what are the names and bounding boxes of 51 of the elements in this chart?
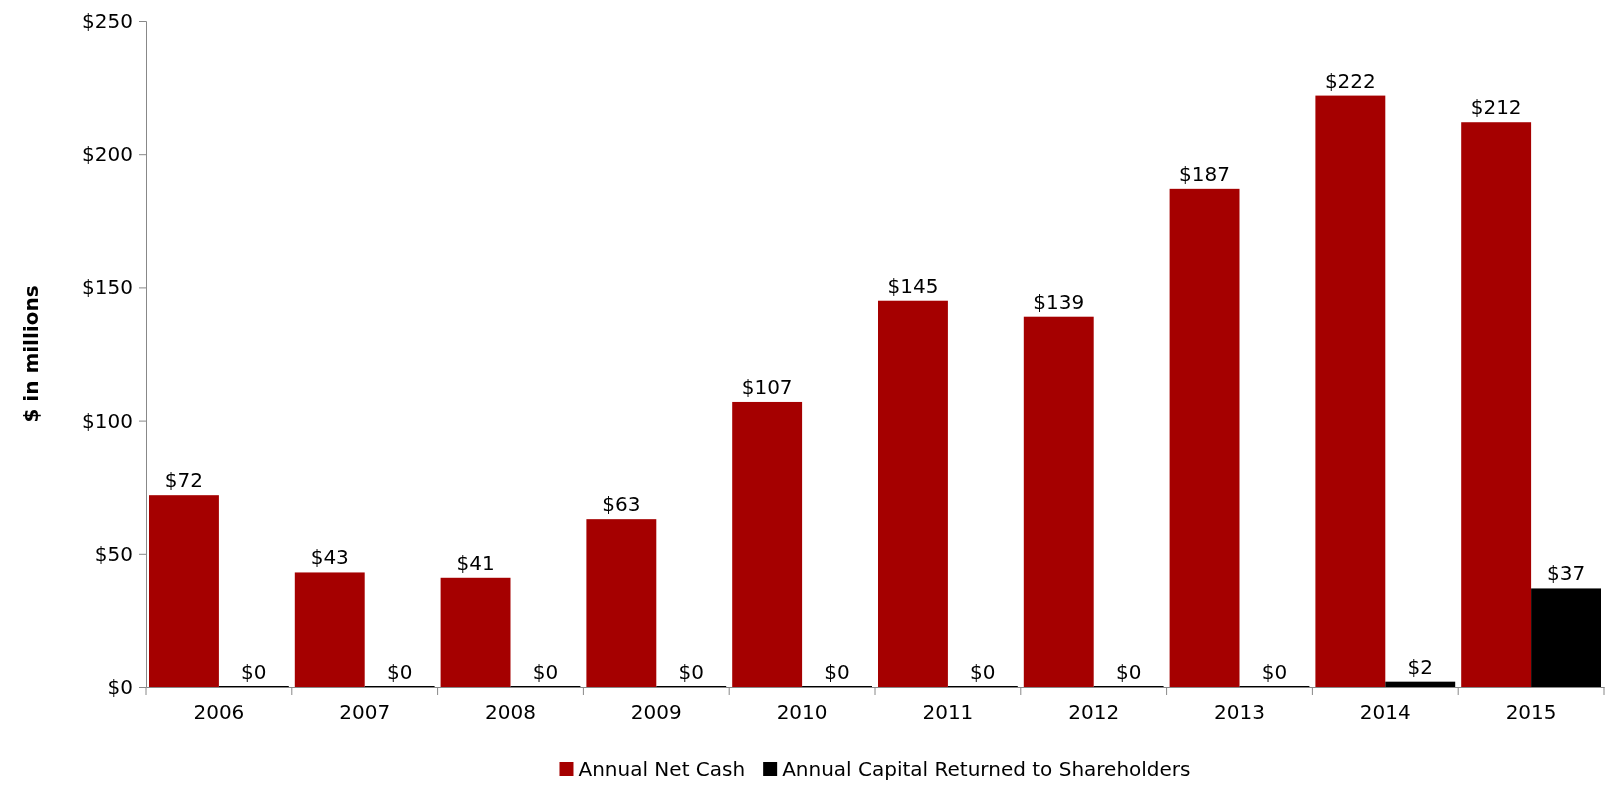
data-label: $0: [824, 660, 850, 684]
data-label: $41: [456, 550, 495, 575]
bar: [732, 401, 803, 687]
data-label: $222: [1324, 68, 1376, 93]
x-tick-label: 2014: [1359, 700, 1411, 725]
x-tick-label: 2011: [922, 700, 974, 725]
x-tick-label: 2013: [1214, 700, 1265, 725]
x-tick-label: 2006: [193, 700, 245, 725]
x-tick-label: 2015: [1505, 700, 1557, 725]
y-tick-label: $250: [82, 8, 133, 33]
data-label: $212: [1470, 95, 1522, 120]
bar: [1531, 588, 1601, 687]
bar: [1461, 122, 1532, 687]
data-label: $107: [741, 374, 793, 399]
bar: [586, 519, 657, 687]
legend-label: Annual Net Cash: [578, 757, 746, 781]
data-label: $0: [1261, 660, 1288, 684]
bar: [1023, 316, 1094, 687]
data-label: $0: [678, 660, 704, 684]
x-tick-label: 2007: [339, 700, 391, 725]
data-label: $72: [164, 468, 204, 493]
x-tick-label: 2008: [485, 700, 536, 725]
data-label: $63: [602, 492, 641, 517]
bar: [149, 495, 219, 687]
data-label: $2: [1407, 654, 1433, 679]
bar: [878, 300, 948, 687]
data-label: $37: [1546, 561, 1586, 586]
data-label: $43: [310, 545, 349, 570]
data-label: $0: [386, 660, 413, 684]
bar: [440, 577, 511, 687]
y-tick-label: $50: [94, 541, 133, 566]
bar: [294, 572, 365, 687]
data-label: $0: [241, 660, 267, 684]
y-tick-label: $0: [107, 674, 133, 699]
bar: [1385, 681, 1456, 687]
y-tick-label: $150: [82, 275, 133, 300]
y-axis-title: $ in millions: [19, 285, 43, 423]
x-tick-label: 2012: [1068, 700, 1120, 725]
y-tick-label: $100: [82, 408, 133, 433]
data-label: $0: [1115, 660, 1142, 684]
data-label: $187: [1179, 161, 1230, 186]
legend-label: Annual Capital Returned to Shareholders: [782, 757, 1191, 781]
bar: [1169, 188, 1240, 687]
x-tick-label: 2010: [776, 700, 828, 725]
bar: [1315, 95, 1386, 687]
x-tick-label: 2009: [630, 700, 682, 725]
data-label: $145: [887, 273, 939, 298]
data-label: $0: [970, 660, 996, 684]
y-tick-label: $200: [82, 142, 133, 167]
data-label: $139: [1033, 289, 1085, 314]
data-label: $0: [532, 660, 559, 684]
